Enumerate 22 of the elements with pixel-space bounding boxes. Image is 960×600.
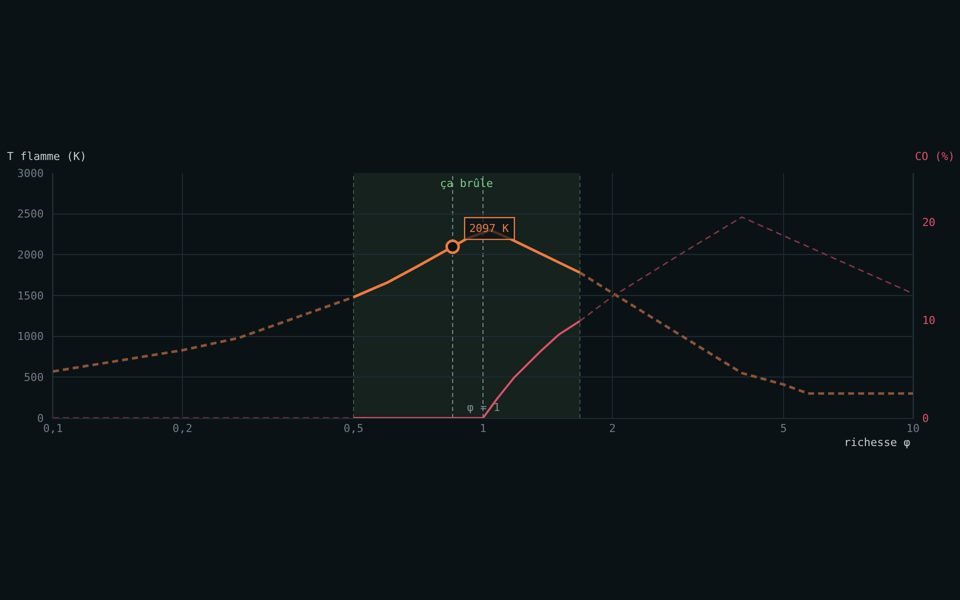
x-tick-label: 0,2 [172,422,192,436]
y-tick-label: 1500 [17,289,44,302]
y-tick-label: 1000 [17,330,44,344]
y-tick-label: 0 [37,412,44,425]
band-label: ça brûle [440,177,493,190]
y2-tick-label: 0 [922,412,929,425]
y-tick-label: 500 [24,371,44,384]
y-tick-label: 3000 [17,166,44,180]
annotation: 2097 K [469,222,510,236]
y2-tick-label: 20 [922,216,936,229]
x-tick-label: 2 [609,422,616,436]
y-tick-label: 2000 [17,248,44,262]
x-tick-label: 10 [906,422,920,436]
x-tick-label: 5 [780,422,787,436]
y-tick-label: 2500 [17,208,44,221]
x-tick-label: 0,5 [344,422,364,436]
y-axis-title: T flamme (K) [7,150,86,163]
y2-tick-label: 10 [922,314,936,327]
x-tick-label: 1 [480,422,486,436]
x-tick-label: 0,1 [43,422,63,436]
y2-axis-title: CO (%) [915,150,955,163]
x-axis-title: richesse φ [844,436,911,449]
